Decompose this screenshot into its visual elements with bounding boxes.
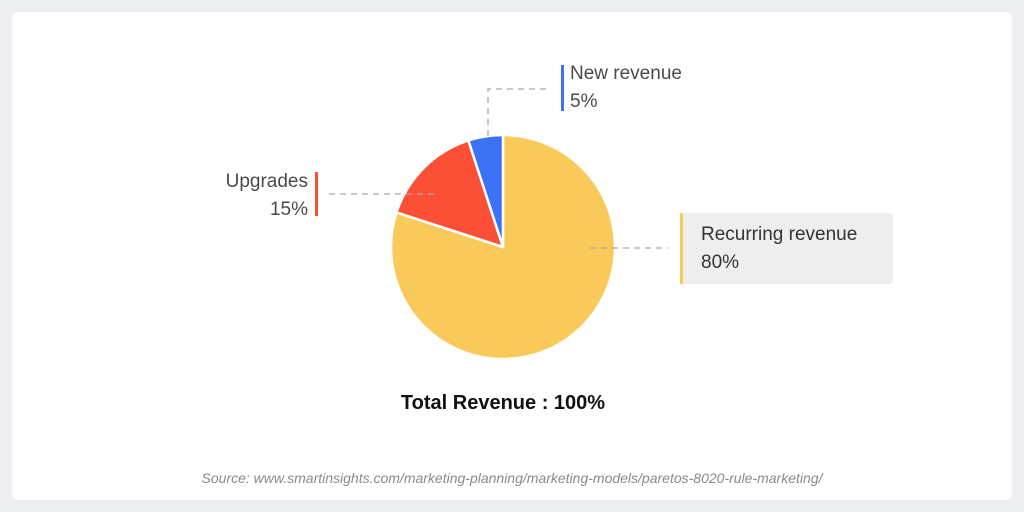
slice-value: 5% (570, 91, 598, 112)
legend-bar-recurring (680, 213, 683, 284)
pie-slice-new-revenue (467, 133, 505, 249)
label-box-recurring (680, 213, 893, 284)
slice-label: Upgrades (225, 171, 308, 192)
legend-bar-upgrades (315, 172, 318, 216)
source-text: Source: www.smartinsights.com/marketing-… (201, 470, 823, 486)
leader-line-new-revenue (487, 88, 550, 136)
leader-lines (328, 88, 668, 249)
slice-value: 80% (701, 252, 740, 273)
legend-bar-new-revenue (561, 65, 564, 111)
label-new-revenue: New revenue 5% (570, 60, 682, 116)
slice-value: 15% (269, 199, 308, 220)
label-recurring: Recurring revenue 80% (701, 221, 857, 277)
slice-label: New revenue (570, 63, 682, 84)
label-upgrades: Upgrades 15% (226, 168, 308, 224)
slice-label: Recurring revenue (701, 224, 858, 245)
total-label: Total Revenue : 100% (400, 392, 606, 414)
